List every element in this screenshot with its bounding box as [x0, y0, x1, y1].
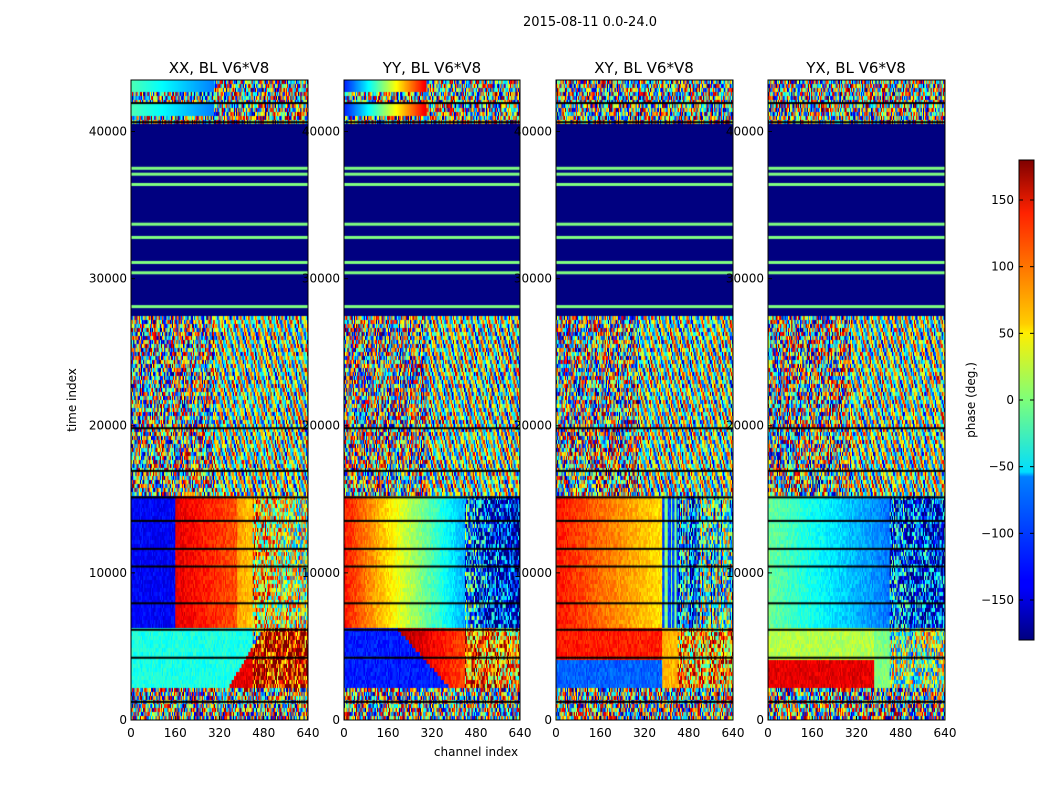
y-tick-label: 20000 — [726, 419, 764, 433]
x-axis-label: channel index — [434, 745, 518, 759]
x-tick-label: 0 — [127, 726, 135, 740]
heatmap-image-xy — [556, 80, 733, 720]
x-tick-label: 160 — [377, 726, 400, 740]
x-tick-label: 160 — [589, 726, 612, 740]
x-tick-label: 160 — [164, 726, 187, 740]
x-tick-label: 640 — [509, 726, 532, 740]
panel-yx-heatmap — [768, 80, 945, 720]
y-tick-label: 0 — [544, 713, 552, 727]
panel-yy-title: YY, BL V6*V8 — [382, 59, 481, 77]
heatmap-image-yy — [344, 80, 520, 720]
colorbar-tick-label: 0 — [1006, 393, 1014, 407]
x-tick-label: 320 — [421, 726, 444, 740]
colorbar-tick-label: 50 — [999, 326, 1014, 340]
panel-xx-title: XX, BL V6*V8 — [169, 59, 270, 77]
colorbar-tick-label: 100 — [991, 260, 1014, 274]
figure-suptitle: 2015-08-11 0.0-24.0 — [523, 15, 657, 30]
y-tick-label: 30000 — [89, 272, 127, 286]
y-tick-label: 40000 — [726, 124, 764, 138]
y-tick-label: 10000 — [302, 566, 340, 580]
y-axis-label: time index — [65, 368, 79, 432]
panel-yy-ticks: 0 160 320 480 640 0 10000 20000 30000 40000 — [302, 124, 532, 740]
x-tick-label: 640 — [934, 726, 957, 740]
y-tick-label: 10000 — [514, 566, 552, 580]
panel-xx-ticks: 0 160 320 480 640 0 10000 20000 30000 40000 — [89, 124, 320, 740]
y-tick-label: 40000 — [89, 124, 127, 138]
y-tick-label: 30000 — [514, 272, 552, 286]
x-tick-label: 480 — [889, 726, 912, 740]
colorbar-tick-label: −100 — [981, 526, 1014, 540]
panel-yx: YX, BL V6*V8 0 160 320 480 640 0 10000 20000 300… — [726, 59, 957, 740]
y-tick-label: 10000 — [89, 566, 127, 580]
y-tick-label: 20000 — [89, 419, 127, 433]
panel-xy: XY, BL V6*V8 0 160 320 480 640 0 10000 20000 300… — [514, 59, 745, 740]
x-tick-label: 0 — [552, 726, 560, 740]
x-tick-label: 640 — [297, 726, 320, 740]
x-tick-label: 320 — [208, 726, 231, 740]
heatmap-image-xx — [131, 80, 308, 720]
y-tick-label: 40000 — [302, 124, 340, 138]
panel-xy-title: XY, BL V6*V8 — [594, 59, 694, 77]
colorbar-ticks: −150 −100 −50 0 50 100 150 — [981, 193, 1034, 607]
panel-xx-heatmap — [131, 80, 308, 720]
panel-yx-title: YX, BL V6*V8 — [805, 59, 906, 77]
panel-yy-heatmap — [344, 80, 520, 720]
colorbar-tick-label: 150 — [991, 193, 1014, 207]
panel-yx-ticks: 0 160 320 480 640 0 10000 20000 30000 40000 — [726, 124, 957, 740]
y-tick-label: 20000 — [302, 419, 340, 433]
colorbar-label: phase (deg.) — [964, 362, 978, 438]
x-tick-label: 480 — [465, 726, 488, 740]
y-tick-label: 20000 — [514, 419, 552, 433]
y-tick-label: 30000 — [726, 272, 764, 286]
y-tick-label: 0 — [756, 713, 764, 727]
y-tick-label: 30000 — [302, 272, 340, 286]
x-tick-label: 160 — [801, 726, 824, 740]
colorbar: −150 −100 −50 0 50 100 150 phase (deg.) — [964, 159, 1035, 641]
y-tick-label: 0 — [332, 713, 340, 727]
colorbar-tick-label: −50 — [989, 460, 1014, 474]
colorbar-tick-label: −150 — [981, 593, 1014, 607]
x-tick-label: 320 — [845, 726, 868, 740]
y-tick-label: 0 — [119, 713, 127, 727]
y-tick-label: 40000 — [514, 124, 552, 138]
x-tick-label: 480 — [252, 726, 275, 740]
panel-yy: YY, BL V6*V8 0 160 320 480 640 0 10000 20000 300… — [302, 59, 532, 740]
y-tick-label: 10000 — [726, 566, 764, 580]
x-tick-label: 0 — [340, 726, 348, 740]
panel-xx: XX, BL V6*V8 0 160 320 480 640 0 10000 20000 300… — [89, 59, 320, 740]
heatmap-image-yx — [768, 80, 945, 720]
x-tick-label: 480 — [677, 726, 700, 740]
x-tick-label: 0 — [764, 726, 772, 740]
x-tick-label: 640 — [722, 726, 745, 740]
panel-xy-heatmap — [556, 80, 733, 720]
panel-xy-ticks: 0 160 320 480 640 0 10000 20000 30000 40000 — [514, 124, 745, 740]
x-tick-label: 320 — [633, 726, 656, 740]
